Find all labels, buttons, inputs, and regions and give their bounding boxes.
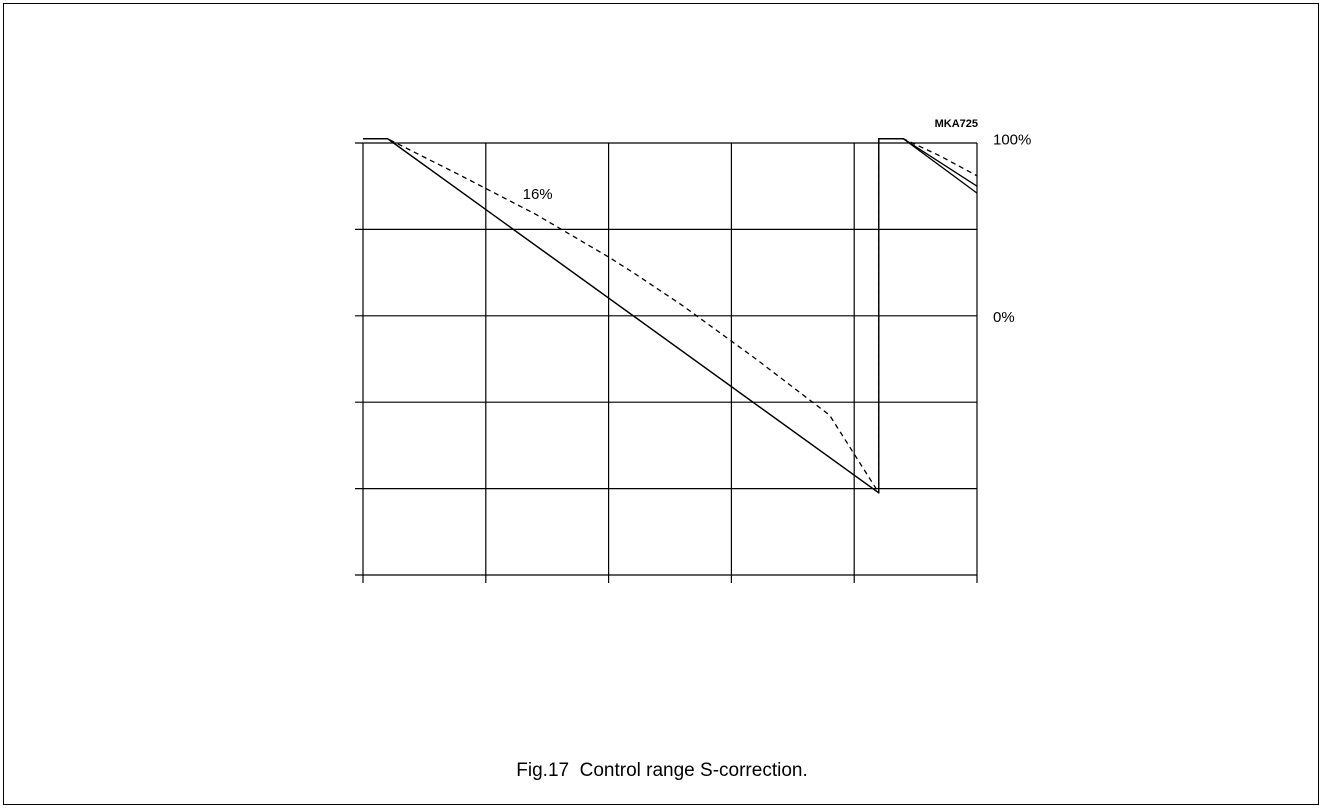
reference-level-label: 100% [993,132,1031,149]
series-line-dashed [363,138,978,494]
figure-code-label: MKA725 [935,118,978,130]
figure-frame [3,3,1319,805]
reference-level-label: 0% [993,309,1015,326]
chart-labels: MKA725 100% 0% 16% [523,118,1032,326]
curve-annotation-label: 16% [523,186,553,203]
figure-caption: Fig.17 Control range S-correction. [516,760,808,781]
chart-grid [355,142,978,583]
chart-series [363,138,978,494]
